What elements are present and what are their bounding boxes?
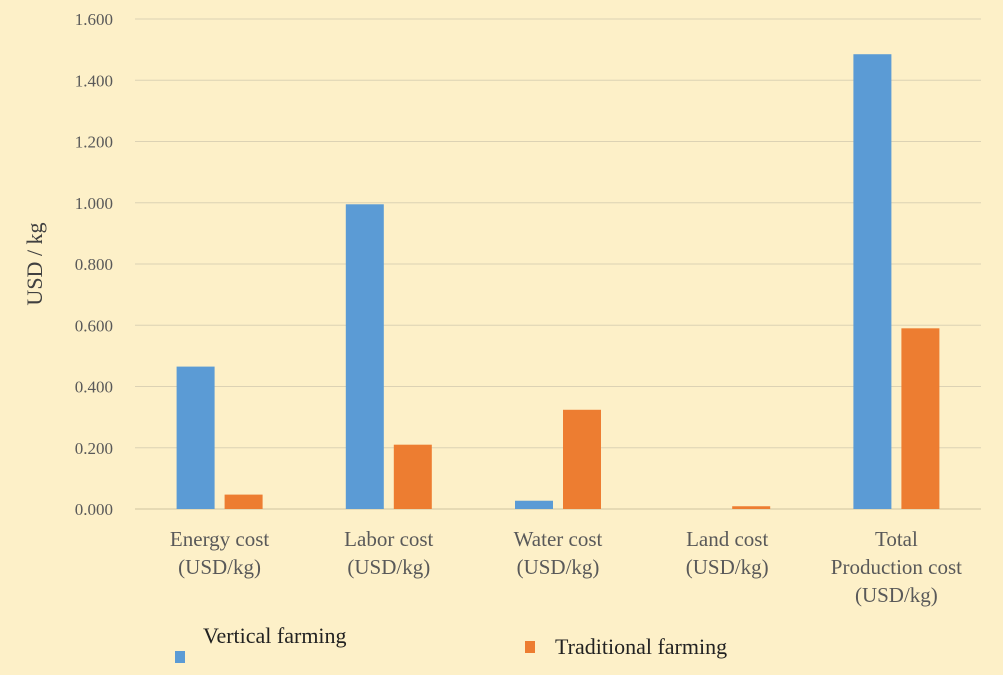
x-axis-categories: Energy cost (USD/kg) Labor cost (USD/kg) Wat…: [170, 527, 962, 607]
legend-item-vertical-farming: Vertical farming: [175, 617, 347, 663]
bar-traditional-2: [563, 409, 601, 509]
y-tick-label: 1.600: [75, 10, 113, 29]
y-axis-label: USD / kg: [22, 222, 47, 305]
bar-traditional-4: [901, 328, 940, 509]
category-label: Labor cost: [344, 527, 433, 551]
bars: [176, 54, 940, 509]
bar-vertical-0: [176, 366, 215, 509]
y-tick-label: 1.200: [75, 133, 113, 152]
bar-traditional-3: [732, 506, 771, 509]
y-tick-label: 1.400: [75, 71, 113, 90]
legend-item-traditional-farming: Traditional farming: [525, 634, 727, 660]
category-label: (USD/kg): [855, 583, 938, 607]
category-label: (USD/kg): [686, 555, 769, 579]
legend-swatch-vertical: [175, 651, 185, 663]
y-tick-label: 0.600: [75, 316, 113, 335]
bar-vertical-2: [515, 500, 553, 509]
bar-chart: 0.000 0.200 0.400 0.600 0.800 1.000 1.200 1.400…: [22, 10, 981, 607]
bar-vertical-1: [345, 204, 384, 509]
legend-label-vertical: Vertical farming: [203, 623, 347, 648]
bar-traditional-1: [393, 444, 432, 509]
category-label: Water cost: [514, 527, 603, 551]
legend-label-traditional: Traditional farming: [555, 634, 728, 659]
category-label: (USD/kg): [347, 555, 430, 579]
category-label: Total: [875, 527, 918, 551]
y-tick-label: 0.800: [75, 255, 113, 274]
gridlines: [135, 18, 981, 510]
category-label: (USD/kg): [178, 555, 261, 579]
category-label: Production cost: [831, 555, 962, 579]
legend-swatch-traditional: [525, 641, 535, 653]
category-label: Land cost: [686, 527, 768, 551]
y-tick-label: 0.200: [75, 439, 113, 458]
category-label: Energy cost: [170, 527, 270, 551]
y-axis-ticks: 0.000 0.200 0.400 0.600 0.800 1.000 1.200 1.400…: [75, 10, 113, 519]
bar-vertical-4: [853, 54, 892, 509]
y-tick-label: 0.400: [75, 378, 113, 397]
y-tick-label: 0.000: [75, 500, 113, 519]
bar-traditional-0: [224, 494, 263, 509]
y-tick-label: 1.000: [75, 194, 113, 213]
category-label: (USD/kg): [517, 555, 600, 579]
